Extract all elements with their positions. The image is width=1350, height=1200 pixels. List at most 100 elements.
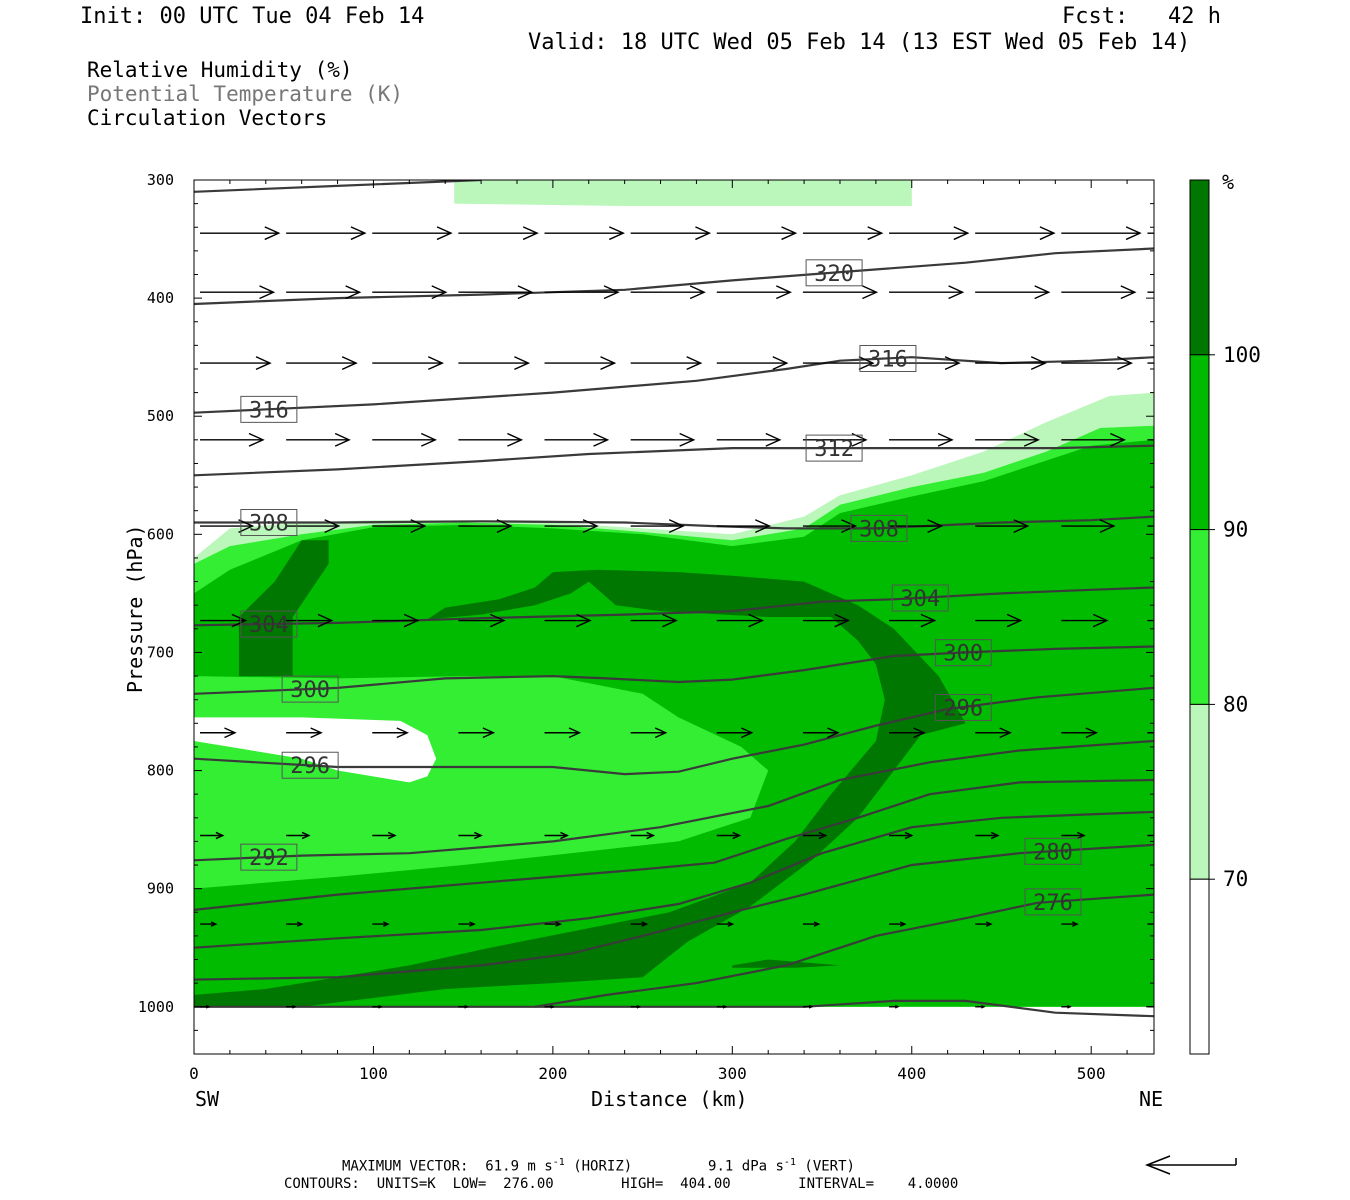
circulation-vector-head [722, 1004, 728, 1009]
circulation-vector-head [436, 226, 453, 241]
circulation-vector-head [1117, 356, 1134, 371]
circulation-vector-head [514, 356, 531, 371]
y-tick-label: 700 [147, 643, 174, 661]
circulation-vector-head [231, 613, 248, 628]
circulation-vector-head [1013, 519, 1030, 533]
colorbar-segment [1189, 354, 1210, 531]
circulation-vector-head [1072, 921, 1079, 927]
y-tick-label: 300 [147, 171, 174, 189]
field-label-theta: Potential Temperature (K) [87, 82, 404, 106]
circulation-vector-head [841, 519, 858, 533]
circulation-vector-head [255, 356, 272, 371]
circulation-vector-head [834, 613, 851, 628]
circulation-vector-head [248, 432, 265, 447]
rh-region-100 [238, 540, 329, 677]
circulation-vector-head [808, 1004, 814, 1009]
circulation-vector-head [1092, 613, 1109, 628]
circulation-vector-head [899, 921, 907, 927]
field-label-vectors: Circulation Vectors [87, 106, 328, 130]
forecast-hour: Fcst: 42 h [1062, 4, 1221, 29]
colorbar-segment [1189, 878, 1210, 1055]
y-tick-label: 400 [147, 289, 174, 307]
circulation-vector-head [210, 921, 218, 927]
x-tick-label: 400 [897, 1064, 926, 1083]
colorbar-level-label: 100 [1223, 343, 1261, 367]
circulation-vector-head [1030, 356, 1047, 371]
y-tick-label: 900 [147, 880, 174, 898]
circulation-vector-head [999, 727, 1012, 739]
ne-label: NE [1139, 1087, 1164, 1111]
theta-contour-316 [194, 356, 1154, 414]
theta-contour-308 [194, 515, 1154, 530]
theta-label-296: 296 [290, 754, 330, 779]
circulation-vector-head [464, 1004, 469, 1009]
circulation-vector-head [679, 432, 696, 447]
colorbar-segment [1189, 529, 1210, 705]
circulation-vector-head [732, 831, 742, 840]
x-axis-title: Distance (km) [591, 1087, 748, 1111]
circulation-vector-head [341, 356, 358, 371]
circulation-vector-head [576, 613, 592, 628]
circulation-vector-head [474, 831, 483, 840]
theta-contour-292 [194, 739, 1154, 862]
theta-label-box-316 [240, 395, 298, 423]
circulation-vector-head [1120, 285, 1137, 300]
theta-contour-300 [194, 645, 1154, 695]
circulation-vector-head [238, 519, 255, 533]
circulation-vector-head [522, 226, 539, 241]
x-tick-label: 300 [718, 1064, 747, 1083]
circulation-vector-head [603, 285, 620, 300]
circulation-vector-head [378, 1004, 383, 1009]
y-tick-label: 600 [147, 525, 174, 543]
circulation-vector-head [1212, 227, 1226, 240]
theta-label-box-300 [934, 639, 992, 667]
theta-label-box-292 [240, 843, 298, 871]
init-time: Init: 00 UTC Tue 04 Feb 14 [80, 4, 425, 29]
max-vector-sup2: -1 [783, 1157, 796, 1168]
theta-label-280: 280 [1033, 840, 1073, 865]
circulation-vector-head [937, 432, 954, 447]
theta-contour-284 [194, 810, 1154, 949]
circulation-vector-head [920, 613, 937, 628]
circulation-vector-head [1085, 727, 1099, 739]
max-vector-prefix: MAXIMUM VECTOR: 61.9 m s [342, 1158, 553, 1175]
theta-label-308: 308 [249, 512, 289, 537]
circulation-vector-head [781, 226, 798, 241]
contour-info-line: CONTOURS: UNITS=K LOW= 276.00 HIGH= 404.… [284, 1176, 959, 1192]
circulation-vector-head [259, 285, 276, 300]
y-tick-label: 800 [147, 762, 174, 780]
circulation-vector-head [1172, 728, 1183, 737]
x-tick-label: 100 [359, 1064, 388, 1083]
circulation-vector-head [662, 613, 678, 628]
theta-label-296: 296 [943, 696, 983, 721]
y-tick-label: 500 [147, 407, 174, 425]
circulation-vector-head [1099, 519, 1116, 533]
plot-frame [193, 179, 1155, 1055]
circulation-vector-head [560, 831, 569, 840]
circulation-vector-head [317, 613, 334, 628]
theta-label-304: 304 [900, 587, 940, 612]
circulation-vector-head [695, 226, 712, 241]
theta-contour-288 [194, 778, 1154, 911]
circulation-vector-head [593, 432, 610, 447]
colorbar-segment [1189, 179, 1210, 356]
circulation-vector-head [215, 831, 225, 840]
circulation-vector-head [345, 285, 362, 300]
circulation-vector-head [387, 831, 397, 840]
circulation-vector-head [1006, 613, 1023, 628]
circulation-vector-head [990, 831, 1000, 840]
circulation-vector-head [646, 831, 656, 840]
rh-region-top [454, 180, 912, 206]
circulation-vector-head [517, 285, 534, 300]
theta-label-box-280 [1024, 837, 1082, 865]
theta-label-box-296 [281, 751, 339, 779]
x-tick-label: 200 [538, 1064, 567, 1083]
circulation-vector-head [748, 613, 764, 628]
circulation-vector-head [310, 727, 323, 739]
theta-label-312: 312 [814, 437, 854, 462]
circulation-vector-head [568, 727, 582, 739]
rh-region-100 [732, 959, 840, 968]
theta-contour-320 [194, 247, 1154, 306]
circulation-vector-head [985, 921, 993, 927]
